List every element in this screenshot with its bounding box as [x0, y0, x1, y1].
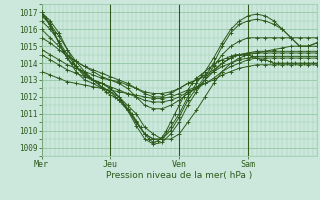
- X-axis label: Pression niveau de la mer( hPa ): Pression niveau de la mer( hPa ): [106, 171, 252, 180]
